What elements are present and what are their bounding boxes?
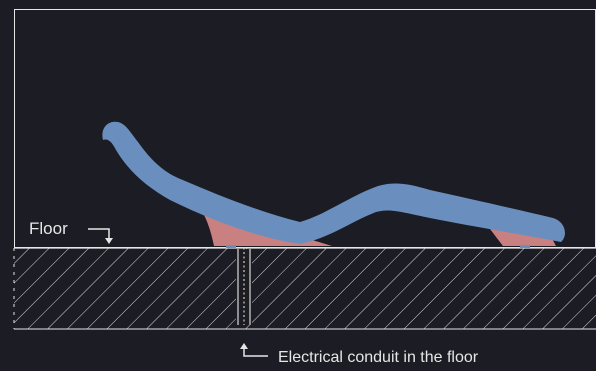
foot-contact	[520, 245, 530, 248]
foot-contact	[226, 245, 236, 248]
bent-arrow-up-icon	[243, 345, 268, 357]
electrical-conduit	[236, 234, 252, 325]
floor-slab	[13, 247, 596, 330]
bent-arrow-up-icon-head	[240, 343, 248, 349]
lounger-top	[102, 121, 565, 244]
floor-label: Floor	[29, 219, 68, 238]
conduit-label: Electrical conduit in the floor	[278, 349, 479, 366]
bent-arrow-down-icon-head	[105, 238, 113, 244]
bent-arrow-down-icon	[88, 228, 110, 241]
